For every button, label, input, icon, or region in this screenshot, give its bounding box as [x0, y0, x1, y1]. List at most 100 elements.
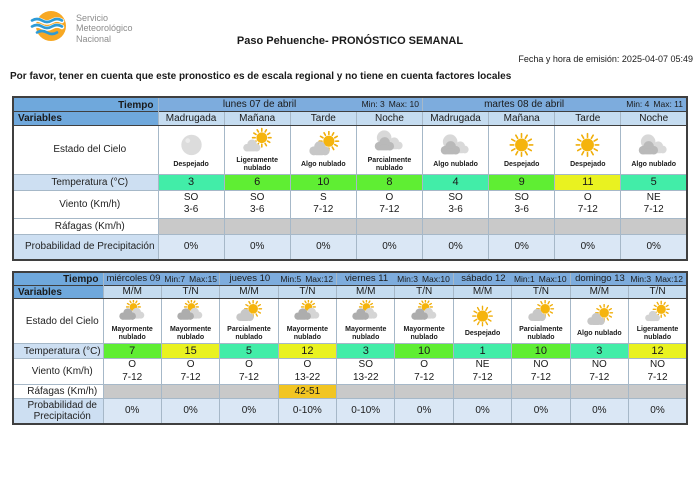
wind-cell: NE 7-12	[620, 189, 688, 219]
period-header: T/N	[160, 284, 221, 300]
period-header: T/N	[277, 284, 338, 300]
cloud-sun-icon	[279, 300, 335, 326]
temperature-cell: 9	[488, 173, 556, 191]
wind-speed: 13-22	[294, 371, 321, 383]
temperature-cell: 1	[452, 343, 513, 360]
precipitation-probability-cell: 0%	[160, 398, 221, 425]
wind-speed: 7-12	[647, 371, 668, 383]
day-min-temp: Min: 3	[361, 99, 385, 110]
wind-speed: 13-22	[352, 371, 379, 383]
weekly-forecast-table: Tiempo Variables lunes 07 de abril Min: 3 Ma…	[12, 96, 688, 262]
gust-cell	[289, 217, 357, 235]
gust-cell: 42-51	[277, 384, 338, 400]
day-min-temp: Min:5	[280, 273, 302, 284]
logo-line-3: Nacional	[76, 33, 112, 44]
period-header: Mañana	[488, 110, 556, 126]
forecast-table-days-3-7: Tiempo Variables miércoles 09 Min:7 Max:15 ju…	[12, 271, 688, 425]
wind-cell: O 7-12	[394, 358, 454, 386]
sky-condition-cell: Algo nublado	[421, 124, 490, 175]
gust-cell	[628, 384, 688, 400]
gust-cell	[554, 217, 622, 235]
page-title: Paso Pehuenche- PRONÓSTICO SEMANAL	[236, 35, 464, 47]
sky-condition-cell: Parcialmente nublado	[511, 297, 571, 345]
wind-cell: NO 7-12	[569, 358, 630, 386]
regional-disclaimer-note: Por favor, tener en cuenta que este pron…	[10, 71, 512, 82]
wind-cell: SO 3-6	[421, 189, 490, 219]
day-min-temp: Min:3	[630, 273, 652, 284]
time-header-label: Tiempo	[14, 99, 157, 112]
moon-cloud-icon	[424, 131, 488, 161]
sun-cloud-icon	[291, 130, 355, 161]
precipitation-probability-cell: 0%	[289, 233, 357, 261]
day-name: viernes 11	[345, 273, 389, 285]
sky-condition-cell: Mayormente nublado	[394, 297, 454, 345]
day-min-temp: Min: 4	[626, 99, 650, 110]
gust-cell	[620, 217, 688, 235]
precipitation-probability-cell: 0%	[102, 398, 162, 425]
wind-speed: 7-12	[577, 204, 598, 216]
wind-speed: 7-12	[643, 204, 664, 216]
wind-direction: O	[245, 359, 253, 371]
wind-speed: 7-12	[472, 371, 493, 383]
temperature-cell: 12	[277, 343, 338, 360]
sky-condition-label: Algo nublado	[300, 160, 346, 168]
sky-condition-label: Parcialmente nublado	[367, 156, 412, 172]
precipitation-probability-cell: 0%	[620, 233, 688, 261]
temperature-cell: 10	[289, 173, 357, 191]
sky-condition-cell: Despejado	[157, 124, 225, 175]
day-max-temp: Max: 10	[388, 99, 419, 110]
sky-condition-label: Ligeramente nublado	[236, 156, 278, 172]
sky-condition-label: Ligeramente nublado	[636, 326, 679, 342]
period-header: Noche	[355, 110, 424, 126]
precipitation-probability-cell: 0-10%	[336, 398, 396, 425]
sky-condition-label: Algo nublado	[576, 330, 622, 338]
day-min-temp: Min:3	[397, 273, 418, 284]
sky-condition-cell: Despejado	[554, 124, 622, 175]
wind-speed: 3-6	[183, 204, 199, 216]
wind-speed: 3-6	[448, 204, 463, 216]
wind-direction: NO	[591, 359, 607, 371]
precipitation-probability-cell: 0%	[223, 233, 291, 261]
gust-cell	[160, 384, 221, 400]
temperature-cell: 10	[511, 343, 571, 360]
wind-direction: SO	[448, 191, 463, 203]
period-header: T/N	[511, 284, 571, 300]
period-header: M/M	[219, 284, 279, 300]
sky-condition-cell: Mayormente nublado	[336, 297, 396, 345]
wind-direction: O	[583, 191, 592, 203]
temperature-cell: 3	[157, 173, 225, 191]
wind-direction: NE	[475, 359, 490, 371]
wind-speed: 3-6	[249, 204, 265, 216]
temperature-cell: 8	[355, 173, 424, 191]
wind-direction: SO	[183, 191, 199, 203]
precipitation-probability-cell: 0%	[219, 398, 279, 425]
gust-cell	[157, 217, 225, 235]
period-header: M/M	[102, 284, 162, 300]
wind-cell: O 7-12	[554, 189, 622, 219]
precipitation-probability-cell: 0%	[569, 398, 630, 425]
wind-cell: SO 13-22	[336, 358, 396, 386]
wind-cell: O 7-12	[160, 358, 221, 386]
wind-speed: 7-12	[180, 371, 201, 383]
moon-icon	[159, 131, 223, 161]
period-header: M/M	[569, 284, 630, 300]
day-max-temp: Max:10	[421, 273, 450, 284]
day-name: sábado 12	[461, 273, 506, 285]
sky-condition-label: Algo nublado	[631, 160, 677, 168]
wind-speed: 7-12	[379, 204, 400, 216]
precipitation-probability-cell: 0%	[488, 233, 556, 261]
day-name: lunes 07 de abril	[222, 98, 297, 110]
day-header: miércoles 09 Min:7 Max:15	[102, 271, 221, 286]
sky-condition-label: Mayormente nublado	[169, 326, 212, 342]
sky-condition-cell: Algo nublado	[569, 297, 630, 345]
sun-icon	[454, 304, 510, 330]
temperature-cell: 6	[223, 173, 291, 191]
wind-direction: O	[186, 359, 195, 371]
temperature-cell: 5	[219, 343, 279, 360]
wind-speed: 7-12	[589, 371, 610, 383]
emission-datetime: Fecha y hora de emisión: 2025-04-07 05:4…	[518, 54, 693, 64]
period-header: Mañana	[223, 110, 291, 126]
sky-condition-cell: Mayormente nublado	[277, 297, 338, 345]
day-header: martes 08 de abril Min: 4 Max: 11	[422, 96, 688, 112]
gust-cell	[511, 384, 571, 400]
